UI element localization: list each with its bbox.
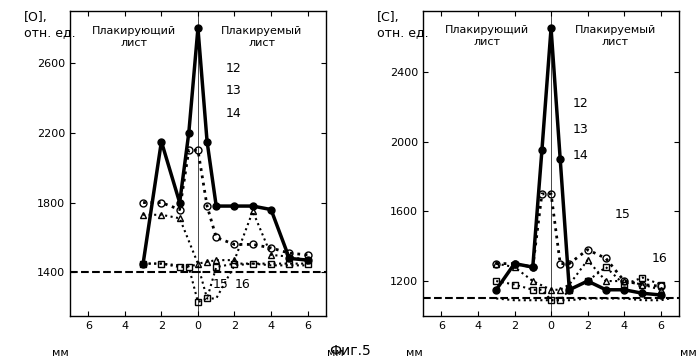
Text: Фиг.5: Фиг.5: [329, 344, 371, 358]
Text: мм: мм: [405, 348, 422, 358]
Text: 15: 15: [615, 208, 631, 221]
Text: мм: мм: [52, 348, 69, 358]
Text: 13: 13: [573, 123, 589, 136]
Y-axis label: [С],
отн. ед.: [С], отн. ед.: [377, 11, 428, 39]
Text: 14: 14: [573, 149, 589, 162]
Text: Плакирующий
лист: Плакирующий лист: [92, 26, 176, 47]
Text: мм: мм: [680, 348, 696, 358]
Y-axis label: [О],
отн. ед.: [О], отн. ед.: [24, 11, 76, 39]
Text: 12: 12: [225, 62, 241, 75]
Text: Плакирующий
лист: Плакирующий лист: [445, 25, 529, 47]
Text: Плакируемый
лист: Плакируемый лист: [575, 25, 656, 47]
Text: 14: 14: [225, 107, 241, 120]
Text: 16: 16: [652, 252, 667, 265]
Text: 12: 12: [573, 97, 589, 109]
Text: 16: 16: [234, 278, 250, 291]
Text: Плакируемый
лист: Плакируемый лист: [221, 26, 302, 47]
Text: 13: 13: [225, 84, 241, 97]
Text: мм: мм: [327, 348, 344, 358]
Text: 15: 15: [213, 278, 228, 291]
